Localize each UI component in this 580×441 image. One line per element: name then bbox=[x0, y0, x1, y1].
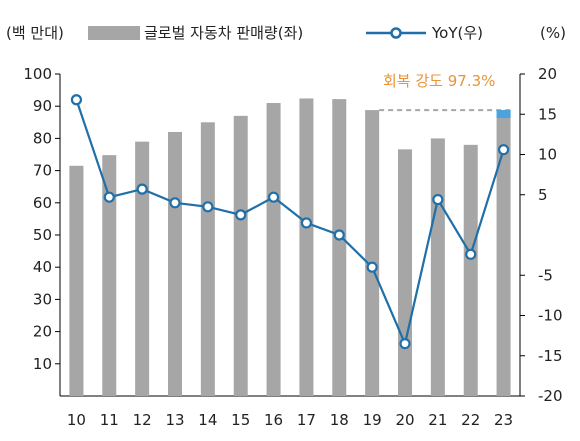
left-tick-label: 30 bbox=[33, 290, 52, 308]
legend-line-label: YoY(우) bbox=[431, 24, 483, 42]
left-tick-label: 60 bbox=[33, 194, 52, 212]
recovery-annotation: 회복 강도 97.3% bbox=[383, 72, 495, 90]
left-tick-label: 20 bbox=[33, 323, 52, 341]
legend-line-marker bbox=[390, 27, 402, 39]
x-tick-label: 10 bbox=[67, 411, 86, 429]
bar-21 bbox=[430, 138, 445, 396]
bar-series bbox=[69, 98, 511, 397]
yoy-point-19 bbox=[366, 261, 378, 273]
bar-15 bbox=[233, 115, 248, 397]
yoy-point-23 bbox=[497, 144, 510, 156]
x-tick-label: 19 bbox=[363, 411, 382, 429]
bar-14 bbox=[200, 122, 215, 397]
bar-13 bbox=[168, 131, 182, 396]
yoy-point-14 bbox=[202, 201, 214, 213]
right-axis-unit: (%) bbox=[540, 24, 566, 42]
right-tick-label: -5 bbox=[538, 266, 553, 284]
left-axis-unit: (백 만대) bbox=[6, 24, 64, 42]
bar-12 bbox=[135, 141, 150, 396]
yoy-point-16 bbox=[267, 191, 280, 203]
right-tick-label: -15 bbox=[538, 347, 563, 365]
yoy-point-21 bbox=[432, 193, 444, 206]
x-tick-label: 17 bbox=[297, 411, 316, 429]
bar-23 bbox=[496, 110, 511, 397]
yoy-point-22 bbox=[465, 248, 477, 260]
yoy-line-series bbox=[70, 94, 510, 350]
left-tick-label: 50 bbox=[33, 226, 52, 244]
right-tick-label: 15 bbox=[538, 105, 557, 123]
yoy-point-12 bbox=[136, 183, 148, 195]
x-tick-label: 12 bbox=[133, 411, 152, 429]
x-tick-label: 21 bbox=[428, 411, 447, 429]
bar-16 bbox=[266, 102, 281, 396]
right-tick-label: 20 bbox=[538, 65, 557, 83]
yoy-point-13 bbox=[169, 197, 181, 209]
right-axis-ticks: -20 -15 -10 -5 5 10 15 20 bbox=[520, 65, 563, 405]
x-tick-label: 18 bbox=[330, 411, 349, 429]
left-tick-label: 90 bbox=[33, 97, 52, 115]
bar-22 bbox=[463, 144, 478, 396]
x-tick-label: 15 bbox=[231, 411, 250, 429]
right-tick-label: -20 bbox=[538, 387, 563, 405]
bar-11 bbox=[102, 155, 117, 396]
x-tick-label: 23 bbox=[494, 411, 513, 429]
x-tick-label: 22 bbox=[461, 411, 480, 429]
bar-10 bbox=[69, 165, 84, 396]
bar-18 bbox=[332, 99, 347, 396]
yoy-point-15 bbox=[235, 209, 247, 221]
left-axis-ticks: 10 20 30 40 50 60 70 80 90 100 bbox=[23, 65, 60, 373]
x-tick-label: 14 bbox=[198, 411, 217, 429]
legend-bar-swatch bbox=[88, 26, 140, 40]
recovery-marker bbox=[379, 109, 511, 119]
right-tick-label: 10 bbox=[538, 146, 557, 164]
bar-20 bbox=[398, 149, 412, 396]
left-tick-label: 80 bbox=[33, 129, 52, 147]
left-tick-label: 70 bbox=[33, 162, 52, 180]
x-tick-label: 16 bbox=[264, 411, 283, 429]
bar-17 bbox=[299, 98, 314, 397]
yoy-point-17 bbox=[300, 217, 313, 229]
yoy-point-20 bbox=[399, 338, 411, 350]
left-tick-label: 10 bbox=[33, 355, 52, 373]
left-tick-label: 40 bbox=[33, 258, 52, 276]
legend-bar-label: 글로벌 자동차 판매량(좌) bbox=[144, 24, 303, 42]
x-tick-label: 13 bbox=[165, 411, 184, 429]
yoy-point-11 bbox=[103, 191, 115, 203]
x-tick-label: 20 bbox=[395, 411, 414, 429]
yoy-point-18 bbox=[333, 229, 345, 241]
recovery-gap-fill bbox=[496, 110, 511, 119]
yoy-point-10 bbox=[70, 94, 83, 106]
yoy-line bbox=[75, 99, 505, 348]
left-tick-label: 100 bbox=[23, 65, 52, 83]
x-axis-ticks: 10 11 12 13 14 15 16 17 18 19 20 21 22 23 bbox=[67, 411, 513, 429]
right-tick-label: 5 bbox=[538, 186, 548, 204]
bar-19 bbox=[365, 110, 380, 397]
right-tick-label: -10 bbox=[538, 307, 563, 325]
legend: 글로벌 자동차 판매량(좌) YoY(우) bbox=[88, 24, 483, 42]
x-tick-label: 11 bbox=[100, 411, 119, 429]
